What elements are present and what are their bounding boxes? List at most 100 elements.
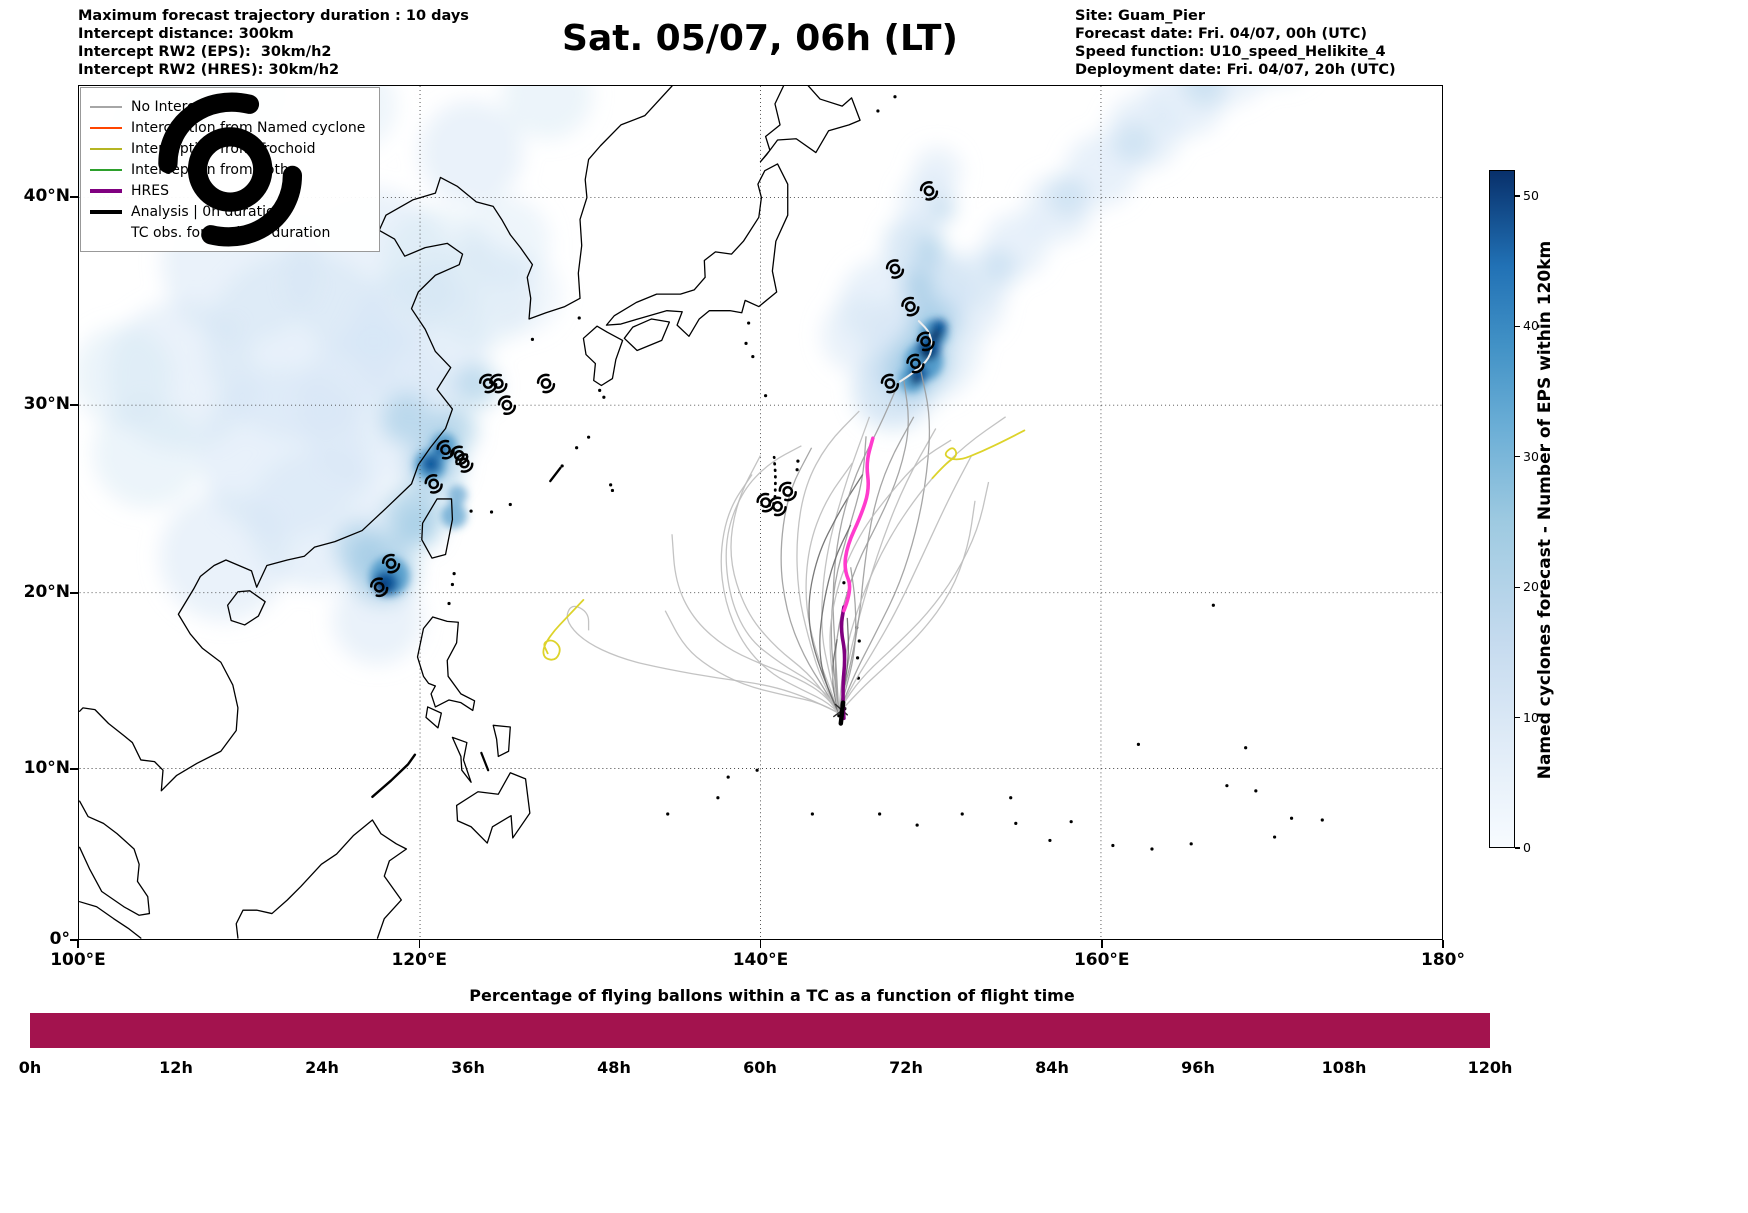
- bar-tick-label: 0h: [18, 1058, 42, 1077]
- coast-panay-negros: [451, 736, 472, 783]
- bar-tick-label: 96h: [1181, 1058, 1215, 1077]
- coast-luzon: [416, 616, 476, 712]
- colorbar-tick-mark: [1515, 325, 1520, 328]
- track-trochoid-yellow-east: [931, 429, 1026, 480]
- coast-hokkaido: [759, 86, 861, 163]
- colorbar-tick-label: 50: [1523, 188, 1539, 204]
- colorbar-tick-mark: [1515, 717, 1520, 719]
- track-analysis-track: [838, 700, 846, 726]
- tc-obs-symbol: [536, 373, 556, 394]
- track-hres-magenta: [842, 436, 875, 613]
- coast-okinawa: [549, 466, 562, 483]
- colorbar-tick-label: 0: [1523, 840, 1531, 855]
- coastline-layer: [79, 86, 861, 939]
- run-param-line-2: Intercept distance: 300km: [78, 26, 294, 42]
- coast-hainan: [227, 590, 266, 626]
- balloon-percentage-bar: [30, 1013, 1490, 1048]
- trajectory-23: [819, 524, 852, 714]
- bar-tick-label: 108h: [1321, 1058, 1367, 1077]
- coast-asia-mainland: [79, 86, 673, 792]
- coast-kyushu: [582, 325, 624, 387]
- track-obs-dotted: [772, 455, 777, 499]
- trajectory-18: [808, 474, 864, 714]
- coast-honshu: [605, 163, 789, 337]
- coast-mindanao: [455, 772, 531, 844]
- coast-mindoro: [425, 706, 442, 729]
- trajectory-20: [838, 500, 976, 714]
- coast-sumatra: [79, 901, 142, 939]
- y-tick-label: 30°N: [23, 393, 70, 414]
- y-tick-label: 40°N: [23, 185, 70, 206]
- coast-borneo: [235, 819, 408, 939]
- interception-both-line-swatch: [90, 168, 122, 171]
- x-tick-mark: [1442, 940, 1444, 948]
- x-tick-label: 120°E: [391, 950, 448, 970]
- trajectory-layer: [566, 369, 1006, 714]
- trajectory-5: [838, 455, 973, 714]
- gridlines: [79, 86, 1442, 939]
- bar-tick-label: 24h: [305, 1058, 339, 1077]
- trajectory-9: [838, 416, 915, 714]
- map-canvas: [79, 86, 1442, 939]
- bar-tick-label: 84h: [1035, 1058, 1069, 1077]
- coast-palawan: [371, 753, 417, 799]
- trajectory-14: [796, 410, 860, 714]
- trajectory-2: [838, 428, 937, 714]
- site-info-line-4: Deployment date: Fri. 04/07, 20h (UTC): [1075, 62, 1396, 78]
- trajectory-26: [829, 439, 952, 714]
- legend-item-tc-obs: TC obs. for analysis duration: [90, 222, 365, 243]
- run-param-line-3: Intercept RW2 (EPS): 30km/h2: [78, 44, 332, 60]
- trajectory-3: [780, 447, 840, 714]
- y-tick-mark: [70, 404, 78, 406]
- colorbar: [1489, 170, 1515, 848]
- colorbar-tick-mark: [1515, 195, 1520, 197]
- trajectory-4: [730, 455, 840, 714]
- coast-taiwan: [421, 498, 454, 559]
- bar-tick-label: 48h: [597, 1058, 631, 1077]
- bar-tick-label: 12h: [159, 1058, 193, 1077]
- colorbar-label: Named cyclones forecast - Number of EPS …: [1535, 240, 1555, 780]
- trajectory-12: [838, 481, 990, 714]
- trajectory-7: [671, 534, 840, 714]
- y-tick-label: 10°N: [23, 758, 70, 779]
- interception-trochoid-line-swatch: [90, 147, 122, 150]
- y-tick-mark: [70, 592, 78, 594]
- site-info-line-3: Speed function: U10_speed_Helikite_4: [1075, 44, 1386, 60]
- y-tick-label: 20°N: [23, 581, 70, 602]
- colorbar-tick-mark: [1515, 586, 1520, 588]
- no-interception-line-swatch: [90, 105, 122, 108]
- x-tick-mark: [418, 940, 420, 948]
- coast-malay-peninsula: [79, 800, 151, 916]
- trajectory-11: [566, 605, 840, 714]
- bar-tick-label: 36h: [451, 1058, 485, 1077]
- run-parameters-block: Maximum forecast trajectory duration : 1…: [78, 7, 469, 79]
- x-tick-mark: [1101, 940, 1103, 948]
- trajectory-16: [838, 369, 931, 714]
- trajectory-19: [725, 445, 840, 714]
- coast-samar-leyte: [492, 724, 511, 758]
- trajectory-15: [720, 474, 840, 714]
- colorbar-tick-label: 30: [1523, 448, 1539, 464]
- y-tick-mark: [70, 196, 78, 198]
- bar-tick-label: 72h: [889, 1058, 923, 1077]
- track-hres-purple: [839, 605, 847, 721]
- page-title: Sat. 05/07, 06h (LT): [562, 18, 958, 59]
- colorbar-tick-label: 10: [1523, 709, 1539, 725]
- y-tick-mark: [70, 939, 78, 941]
- run-param-line-4: Intercept RW2 (HRES): 30km/h2: [78, 62, 340, 78]
- x-tick-label: 180°: [1421, 950, 1465, 970]
- x-tick-label: 140°E: [732, 950, 789, 970]
- coast-shikoku: [623, 318, 671, 352]
- x-tick-label: 160°E: [1073, 950, 1130, 970]
- legend-item-hres: HRES: [90, 180, 365, 201]
- x-tick-mark: [759, 940, 762, 948]
- legend: No Interception Interception from Named c…: [80, 87, 381, 252]
- map-plot: No Interception Interception from Named c…: [78, 85, 1443, 940]
- x-tick-label: 100°E: [50, 950, 106, 970]
- site-info-line-1: Site: Guam_Pier: [1075, 8, 1205, 24]
- hres-line-swatch: [90, 188, 122, 193]
- legend-label: HRES: [131, 182, 169, 199]
- y-tick-label: 0°: [49, 929, 70, 949]
- site-info-block: Site: Guam_Pier Forecast date: Fri. 04/07…: [1075, 7, 1396, 79]
- colorbar-tick-label: 20: [1523, 579, 1539, 595]
